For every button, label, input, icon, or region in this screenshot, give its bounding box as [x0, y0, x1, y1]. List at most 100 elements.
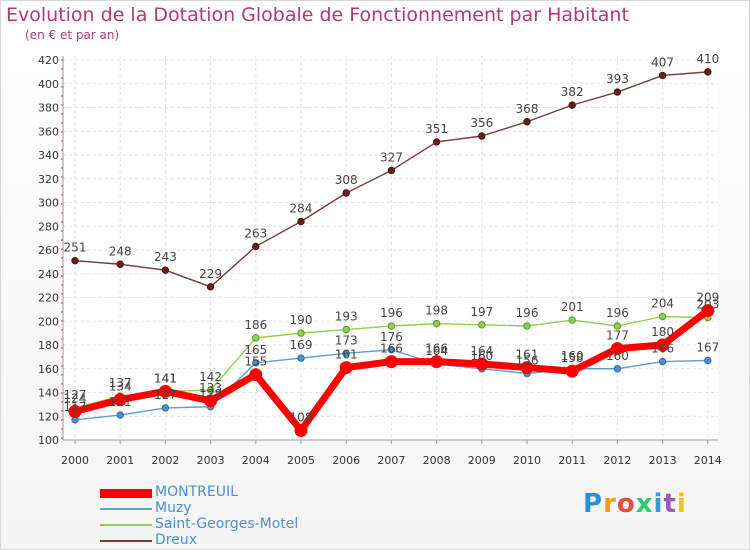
data-label-dreux: 248 [109, 244, 132, 258]
data-point-montreuil [475, 357, 489, 371]
data-label-dreux: 327 [380, 150, 403, 164]
legend-swatch-dreux [100, 540, 152, 542]
x-tick-label: 2012 [603, 454, 631, 467]
data-point-muzy [658, 357, 667, 366]
data-point-saint-georges-motel [523, 322, 531, 330]
data-label-saint-georges-motel: 142 [199, 370, 222, 384]
data-point-muzy [342, 349, 350, 358]
data-label-saint-georges-motel: 186 [244, 318, 267, 332]
y-tick-label: 100 [38, 434, 59, 447]
x-tick-label: 2011 [558, 454, 586, 467]
logo-letter: i [676, 489, 687, 519]
data-point-saint-georges-motel [297, 329, 305, 337]
data-label-dreux: 410 [696, 52, 719, 66]
data-point-muzy [116, 411, 124, 419]
data-label-dreux: 229 [199, 267, 222, 281]
data-label-dreux: 393 [606, 72, 629, 86]
data-label-montreuil: 166 [380, 342, 403, 356]
x-tick-label: 2013 [649, 454, 677, 467]
data-point-muzy [387, 346, 396, 354]
logo-letter: x [635, 489, 654, 519]
chart-title: Evolution de la Dotation Globale de Fonc… [6, 4, 629, 26]
data-point-montreuil [656, 338, 670, 352]
data-label-montreuil: 155 [244, 355, 267, 369]
data-point-montreuil [520, 361, 534, 375]
logo-letter: t [663, 489, 677, 519]
series-layer [68, 68, 715, 437]
data-point-muzy [613, 365, 622, 373]
data-label-saint-georges-motel: 201 [561, 300, 584, 314]
data-label-montreuil: 180 [651, 325, 674, 339]
data-point-montreuil [113, 393, 127, 407]
logo-letter: P [583, 489, 604, 519]
data-point-montreuil [204, 394, 218, 408]
data-point-montreuil [339, 361, 353, 375]
data-label-saint-georges-motel: 198 [425, 304, 448, 318]
logo-letter: r [603, 489, 617, 519]
y-tick-label: 260 [38, 244, 59, 257]
x-tick-label: 2001 [106, 454, 134, 467]
data-label-muzy: 169 [290, 338, 313, 352]
legend-label-montreuil: MONTREUIL [155, 484, 238, 500]
data-point-dreux [71, 256, 79, 265]
data-point-dreux [206, 283, 215, 291]
data-label-dreux: 251 [64, 241, 87, 255]
data-label-montreuil: 141 [154, 371, 177, 385]
data-label-dreux: 263 [244, 226, 267, 240]
data-point-dreux [568, 101, 576, 109]
data-point-saint-georges-motel [206, 386, 215, 394]
logo-letter: i [653, 489, 664, 519]
data-label-montreuil: 164 [470, 344, 493, 358]
data-point-saint-georges-motel [432, 319, 441, 328]
x-tick-label: 2002 [151, 454, 179, 467]
data-label-muzy: 156 [516, 354, 539, 368]
data-label-muzy: 160 [606, 349, 629, 363]
data-label-dreux: 356 [470, 116, 493, 130]
data-point-montreuil [294, 424, 308, 437]
data-label-saint-georges-motel: 127 [64, 388, 87, 402]
data-label-saint-georges-motel: 141 [154, 371, 177, 385]
data-point-dreux [432, 138, 441, 146]
legend-swatch-montreuil [100, 488, 152, 498]
data-label-muzy: 117 [64, 400, 87, 414]
data-label-saint-georges-motel: 193 [335, 310, 358, 324]
chart-subtitle: (en € et par an) [25, 28, 120, 42]
data-label-muzy: 173 [335, 333, 358, 347]
y-tick-label: 300 [38, 197, 59, 210]
y-tick-label: 380 [38, 102, 59, 115]
y-tick-label: 280 [38, 220, 59, 233]
data-label-dreux: 284 [290, 202, 313, 216]
legend-label-muzy: Muzy [155, 500, 192, 516]
x-tick-label: 2008 [423, 454, 451, 467]
y-tick-label: 160 [38, 363, 59, 376]
x-tick-label: 2003 [197, 454, 225, 467]
data-label-saint-georges-motel: 196 [606, 306, 629, 320]
data-point-saint-georges-motel [478, 321, 486, 329]
x-tick-label: 2004 [242, 454, 270, 467]
y-tick-label: 200 [38, 315, 59, 328]
grid-layer [63, 56, 718, 441]
data-label-saint-georges-motel: 204 [651, 297, 674, 311]
data-point-dreux [478, 132, 486, 140]
x-tick-label: 2007 [377, 454, 405, 467]
y-tick-label: 180 [38, 339, 59, 352]
y-tick-label: 320 [38, 173, 59, 186]
data-point-saint-georges-motel [252, 334, 260, 342]
data-label-muzy: 127 [154, 388, 177, 402]
data-label-dreux: 382 [561, 85, 584, 99]
legend-label-dreux: Dreux [155, 532, 197, 548]
data-label-montreuil: 108 [290, 411, 313, 425]
data-label-muzy: 160 [561, 349, 584, 363]
data-point-saint-georges-motel [387, 322, 396, 330]
data-label-muzy: 176 [380, 330, 403, 344]
data-label-dreux: 351 [425, 122, 448, 136]
data-point-muzy [704, 356, 712, 365]
y-tick-label: 420 [38, 54, 59, 67]
data-point-muzy [161, 404, 170, 412]
data-label-montreuil: 161 [335, 348, 358, 362]
data-label-montreuil: 161 [516, 348, 539, 362]
x-tick-label: 2010 [513, 454, 541, 467]
data-label-muzy: 121 [109, 395, 132, 409]
data-point-dreux [161, 266, 170, 274]
